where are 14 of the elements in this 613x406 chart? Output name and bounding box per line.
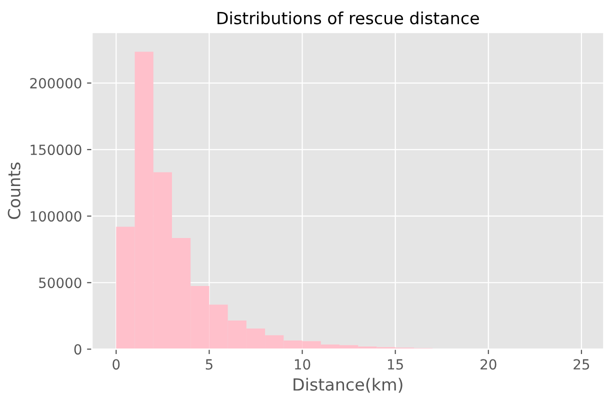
y-axis-title: Counts [8,162,20,219]
y-tick-label: 0 [74,344,82,355]
y-tick-label: 200000 [30,78,82,89]
x-tick-label: 0 [112,359,120,370]
x-tick-label: 10 [294,359,310,370]
y-tick-label: 50000 [39,278,82,288]
x-tick-label: 5 [206,359,212,370]
y-tick-label: 100000 [30,211,82,222]
x-tick-label: 20 [480,359,496,370]
x-axis-title: Distance(km) [294,378,402,393]
x-tick-label: 25 [574,359,590,370]
chart-title: Distributions of rescue distance [218,11,479,24]
x-tick-label: 15 [388,359,403,370]
y-tick-label: 150000 [30,144,82,156]
